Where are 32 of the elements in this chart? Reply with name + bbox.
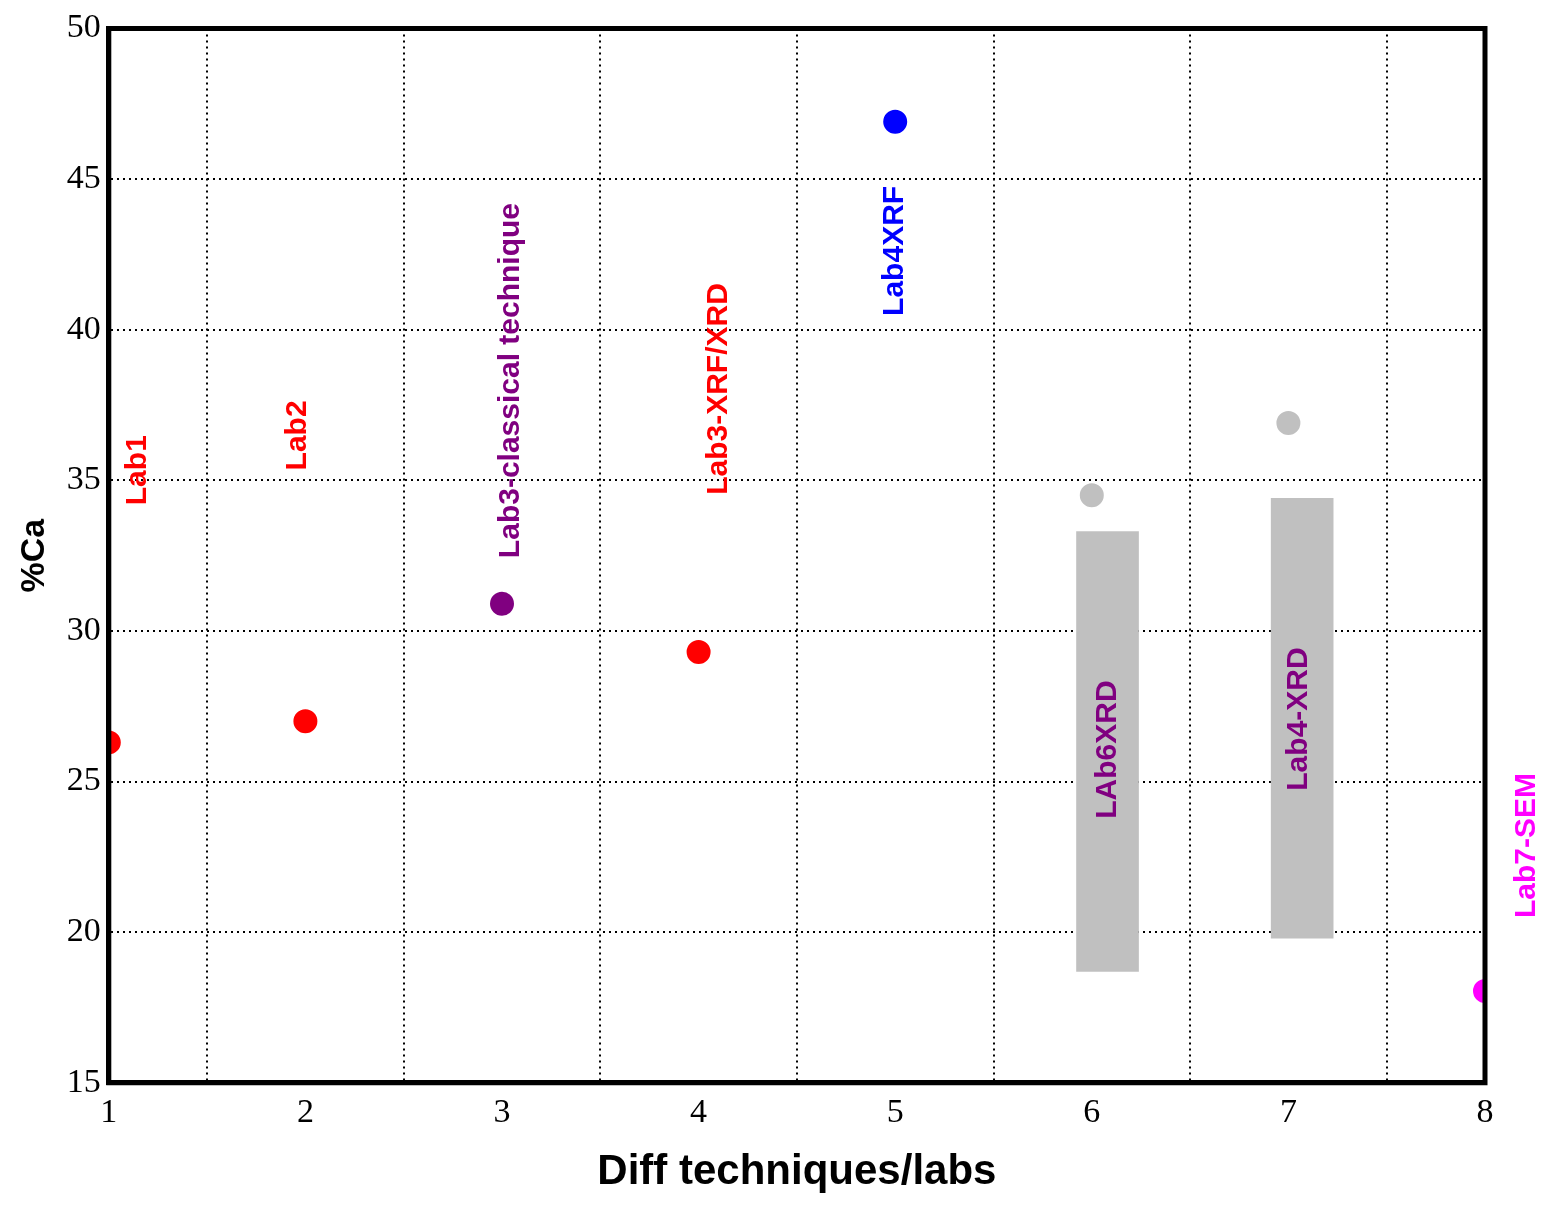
annotation: LAb6XRD — [1089, 680, 1123, 819]
y-tick-label: 35 — [66, 459, 101, 497]
x-tick-label: 5 — [886, 1092, 904, 1130]
annotation: Lab3-XRF/XRD — [699, 283, 733, 495]
point — [1276, 411, 1301, 436]
annotation: Lab4XRF — [875, 185, 909, 316]
annotation: Lab4-XRD — [1280, 647, 1314, 791]
text: Lab7-SEM — [1507, 773, 1541, 919]
x-tick-label: 7 — [1279, 1092, 1297, 1130]
point — [293, 709, 318, 734]
point — [1079, 483, 1104, 508]
y-tick-label: 25 — [66, 760, 101, 798]
x-tick-label: 1 — [100, 1092, 118, 1130]
x-tick-label: 3 — [493, 1092, 511, 1130]
y-tick-label: 50 — [66, 7, 101, 45]
y-tick-label: 40 — [66, 308, 101, 346]
annotation: Lab3-classical technique — [491, 203, 525, 559]
point — [686, 640, 711, 664]
x-axis-title: Diff techniques/labs — [597, 1146, 997, 1194]
x-tick-label: 8 — [1476, 1092, 1494, 1130]
y-tick-label: 45 — [66, 157, 101, 195]
annotation: Lab2 — [278, 400, 312, 471]
x-tick-label: 2 — [296, 1092, 314, 1130]
y-tick-label: 30 — [66, 609, 101, 647]
point — [883, 109, 908, 134]
point — [490, 591, 514, 616]
x-tick-label: 4 — [690, 1092, 708, 1130]
y-tick-label: 15 — [66, 1061, 101, 1099]
x-tick-label: 6 — [1083, 1092, 1101, 1130]
y-axis-title: %Ca — [12, 517, 51, 593]
annotation: Lab1 — [118, 435, 152, 506]
y-tick-label: 20 — [66, 911, 101, 949]
